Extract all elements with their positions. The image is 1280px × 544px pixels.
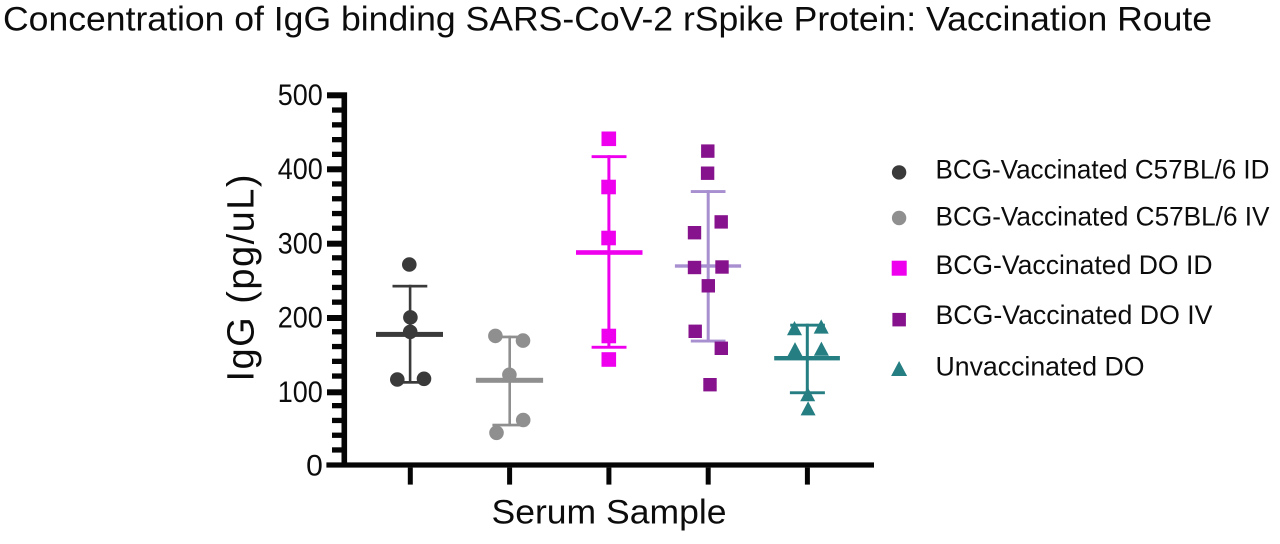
svg-text:Unvaccinated DO: Unvaccinated DO bbox=[936, 352, 1145, 382]
svg-text:200: 200 bbox=[278, 302, 323, 335]
svg-text:Concentration of IgG binding S: Concentration of IgG binding SARS-CoV-2 … bbox=[3, 1, 1212, 39]
svg-text:0: 0 bbox=[306, 450, 323, 483]
svg-text:BCG-Vaccinated DO ID: BCG-Vaccinated DO ID bbox=[936, 250, 1213, 280]
svg-text:300: 300 bbox=[278, 227, 323, 260]
svg-text:100: 100 bbox=[278, 376, 323, 409]
svg-text:500: 500 bbox=[278, 79, 323, 112]
svg-text:IgG (pg/uL): IgG (pg/uL) bbox=[221, 175, 263, 382]
svg-text:400: 400 bbox=[278, 153, 323, 186]
svg-text:Serum Sample: Serum Sample bbox=[492, 494, 727, 532]
svg-text:BCG-Vaccinated DO IV: BCG-Vaccinated DO IV bbox=[936, 300, 1213, 330]
svg-text:BCG-Vaccinated C57BL/6 IV: BCG-Vaccinated C57BL/6 IV bbox=[936, 202, 1270, 232]
svg-text:BCG-Vaccinated C57BL/6 ID: BCG-Vaccinated C57BL/6 ID bbox=[936, 155, 1270, 185]
